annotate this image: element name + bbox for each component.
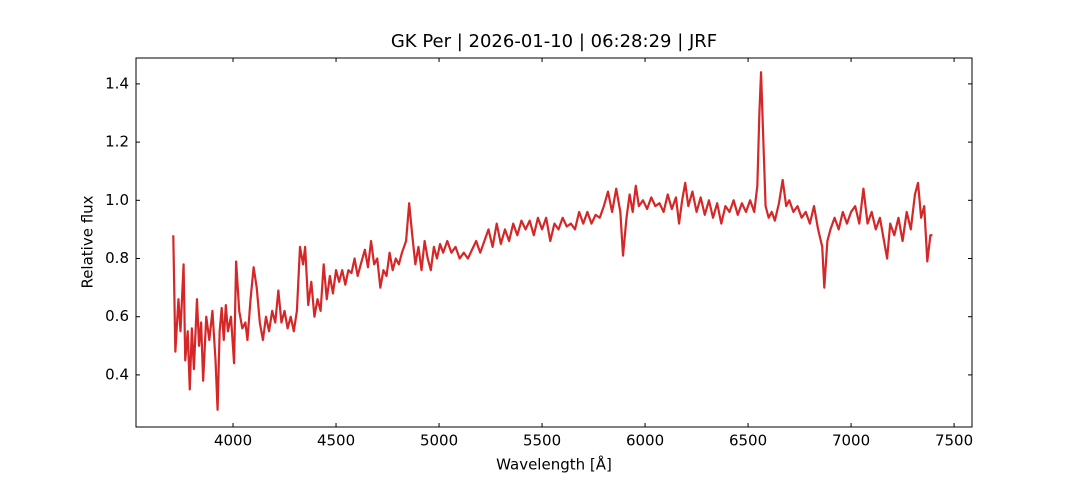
x-tick-label: 6000 — [626, 432, 664, 450]
spectrum-line — [172, 71, 933, 411]
chart-title: GK Per | 2026-01-10 | 06:28:29 | JRF — [391, 31, 717, 52]
y-tick-label: 0.6 — [105, 307, 129, 325]
y-axis-label: Relative flux — [79, 195, 97, 288]
x-tick-label: 4500 — [317, 432, 355, 450]
y-tick-label: 1.0 — [105, 191, 129, 209]
x-tick-label: 6500 — [729, 432, 767, 450]
x-tick-label: 5500 — [523, 432, 561, 450]
x-tick-label: 5000 — [420, 432, 458, 450]
x-tick-label: 7000 — [832, 432, 870, 450]
y-tick-label: 1.2 — [105, 133, 129, 151]
x-tick-label: 4000 — [214, 432, 252, 450]
x-axis-label: Wavelength [Å] — [496, 455, 612, 474]
y-tick-label: 0.8 — [105, 249, 129, 267]
y-tick-label: 0.4 — [105, 365, 129, 383]
plot-frame — [135, 57, 973, 428]
y-tick-label: 1.4 — [105, 74, 129, 92]
x-tick-label: 7500 — [935, 432, 973, 450]
